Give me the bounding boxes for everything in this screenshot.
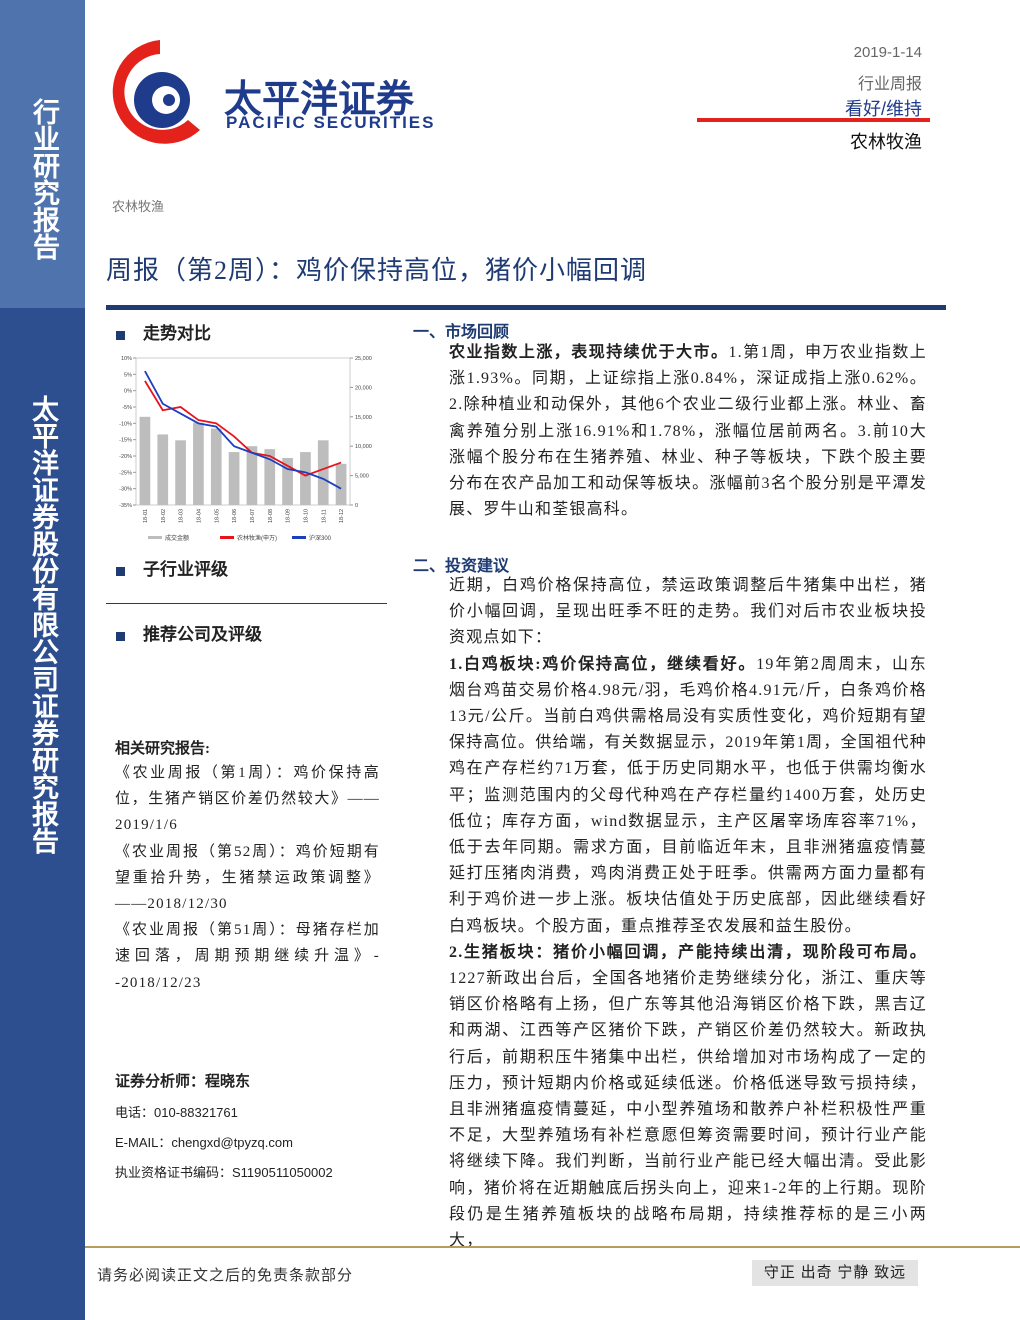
body: 1.第1周，申万农业指数上涨1.93%。同期，上证综指上涨0.84%，深证成指上… xyxy=(449,344,927,519)
y2-tick-label: 0 xyxy=(355,503,358,509)
bar xyxy=(282,457,293,505)
x-tick-label: 18-05 xyxy=(214,509,220,523)
bar xyxy=(335,463,347,505)
section-heading: 一、市场回顾 xyxy=(413,324,510,341)
section-heading: 推荐公司及评级 xyxy=(116,620,262,645)
heading-text: 走势对比 xyxy=(143,324,211,343)
rating-rule xyxy=(697,118,930,122)
logo-en: PACIFIC SECURITIES xyxy=(226,113,436,132)
paragraph: 1.白鸡板块:鸡价保持高位，继续看好。19年第2周周末，山东烟台鸡苗交易价格4.… xyxy=(449,652,927,940)
related-title: 相关研究报告: xyxy=(115,741,210,757)
body: 19年第2周周末，山东烟台鸡苗交易价格4.98元/羽，毛鸡价格4.91元/斤，白… xyxy=(449,655,927,935)
legend-swatch xyxy=(292,536,306,539)
paragraph: 2.生猪板块：猪价小幅回调，产能持续出清，现阶段可布局。 1227新政出台后，全国… xyxy=(449,940,927,1254)
section-heading: 走势对比 xyxy=(116,319,211,344)
bar xyxy=(246,446,258,505)
y-tick-label: -20% xyxy=(119,454,132,460)
legend-label: 农林牧渔(申万) xyxy=(237,534,277,542)
sidebar-bottom xyxy=(0,308,85,1320)
email: E-MAIL：chengxd@tpyzq.com xyxy=(115,1135,293,1150)
y-tick-label: 10% xyxy=(121,356,132,362)
body: 1227新政出台后，全国各地猪价走势继续分化，浙江、重庆等销区价格略有上扬，但广… xyxy=(449,970,927,1250)
y2-tick-label: 25,000 xyxy=(355,356,372,362)
bar xyxy=(317,440,329,505)
date: 2019-1-14 xyxy=(853,44,922,61)
title: 周报（第2周）：鸡价保持高位，猪价小幅回调 xyxy=(106,256,648,285)
industry: 农林牧渔 xyxy=(850,132,922,152)
paragraph: 农业指数上涨，表现持续优于大市。1.第1周，申万农业指数上涨1.93%。同期，上… xyxy=(449,340,927,523)
x-tick-label: 18-07 xyxy=(250,509,256,523)
y-tick-label: -15% xyxy=(119,438,132,444)
logo-cn: 太平洋证券 xyxy=(224,77,415,121)
line xyxy=(144,370,342,490)
section-body: 近期，白鸡价格保持高位，禁运政策调整后牛猪集中出栏，猪价小幅回调，呈现出旺季不旺… xyxy=(449,573,927,1254)
y-tick-label: -25% xyxy=(119,470,132,476)
y2-tick-label: 20,000 xyxy=(355,385,372,391)
y-tick-label: -30% xyxy=(119,487,132,493)
report-type: 行业周报 xyxy=(857,76,922,93)
sidebar-label: 行业研究报告 xyxy=(28,98,59,260)
rating: 看好/维持 xyxy=(844,99,922,119)
x-tick-label: 18-08 xyxy=(268,509,274,523)
heading-text: 子行业评级 xyxy=(143,560,228,579)
x-tick-label: 18-10 xyxy=(303,509,309,523)
y-tick-label: -10% xyxy=(119,421,132,427)
bar xyxy=(264,449,276,505)
x-tick-label: 18-11 xyxy=(321,509,327,523)
x-tick-label: 18-03 xyxy=(179,509,185,523)
y-tick-label: -5% xyxy=(122,405,132,411)
sidebar-top xyxy=(0,0,85,308)
legend-label: 成交金额 xyxy=(165,534,189,542)
bar xyxy=(228,452,240,505)
plot-frame xyxy=(135,357,351,506)
footer-rule xyxy=(85,1246,1020,1248)
lead: 农业指数上涨，表现持续优于大市。 xyxy=(449,344,729,361)
analyst: 证券分析师：程晓东 xyxy=(115,1074,251,1090)
title-rule xyxy=(106,305,946,310)
heading-text: 推荐公司及评级 xyxy=(143,625,262,644)
related-item: 《农业周报（第52周）：鸡价短期有望重拾升势，生猪禁运政策调整》——2018/1… xyxy=(115,843,380,913)
line xyxy=(144,380,342,477)
lead: 1.白鸡板块:鸡价保持高位，继续看好。 xyxy=(449,655,757,673)
logo-mark xyxy=(112,40,200,144)
sidebar-company: 太平洋证券股份有限公司证券研究报告 xyxy=(27,395,58,854)
y2-tick-label: 10,000 xyxy=(355,444,372,450)
bar xyxy=(175,440,186,505)
x-tick-label: 18-04 xyxy=(196,509,202,523)
chart: 10% 5% 0% -5% -10% -15% -20% -25% -30% -35% 25,000… xyxy=(119,356,372,542)
legend-swatch xyxy=(220,536,234,539)
section-heading: 二、投资建议 xyxy=(413,558,510,575)
legend-label: 沪深300 xyxy=(309,534,332,542)
x-tick-label: 18-02 xyxy=(161,509,167,523)
x-tick-label: 18-12 xyxy=(339,509,345,523)
motto: 守正 出奇 宁静 致远 xyxy=(752,1260,918,1286)
bar xyxy=(193,422,204,505)
y-tick-label: 5% xyxy=(124,372,132,378)
y-tick-label: -35% xyxy=(119,503,132,509)
y-tick-label: 0% xyxy=(124,389,132,395)
lead: 2.生猪板块：猪价小幅回调，产能持续出清，现阶段可布局。 xyxy=(449,943,927,961)
x-tick-label: 18-09 xyxy=(286,509,292,523)
paragraph: 近期，白鸡价格保持高位，禁运政策调整后牛猪集中出栏，猪价小幅回调，呈现出旺季不旺… xyxy=(449,577,927,647)
cert: 执业资格证书编码：S1190511050002 xyxy=(115,1165,333,1180)
bar xyxy=(210,428,222,505)
y2-tick-label: 5,000 xyxy=(355,474,369,480)
rule xyxy=(106,603,387,604)
related-item: 《农业周报（第1周）：鸡价保持高位，生猪产销区价差仍然较大》——2019/1/6 xyxy=(115,765,380,834)
y2-tick-label: 15,000 xyxy=(355,415,372,421)
x-tick-label: 18-06 xyxy=(232,509,238,523)
disclaimer: 请务必阅读正文之后的免责条款部分 xyxy=(97,1268,354,1284)
related-item: 《农业周报（第51周）：母猪存栏加速回落，周期预期继续升温》--2018/12/… xyxy=(115,922,380,991)
bar xyxy=(157,434,169,505)
phone: 电话：010-88321761 xyxy=(115,1105,238,1120)
breadcrumb: 农林牧渔 xyxy=(112,199,165,214)
related-list: 《农业周报（第1周）：鸡价保持高位，生猪产销区价差仍然较大》——2019/1/6… xyxy=(115,760,380,996)
bar xyxy=(139,416,151,505)
section-heading: 子行业评级 xyxy=(116,555,228,580)
x-tick-label: 18-01 xyxy=(143,509,149,523)
legend-swatch xyxy=(148,536,162,539)
bar xyxy=(300,452,311,505)
